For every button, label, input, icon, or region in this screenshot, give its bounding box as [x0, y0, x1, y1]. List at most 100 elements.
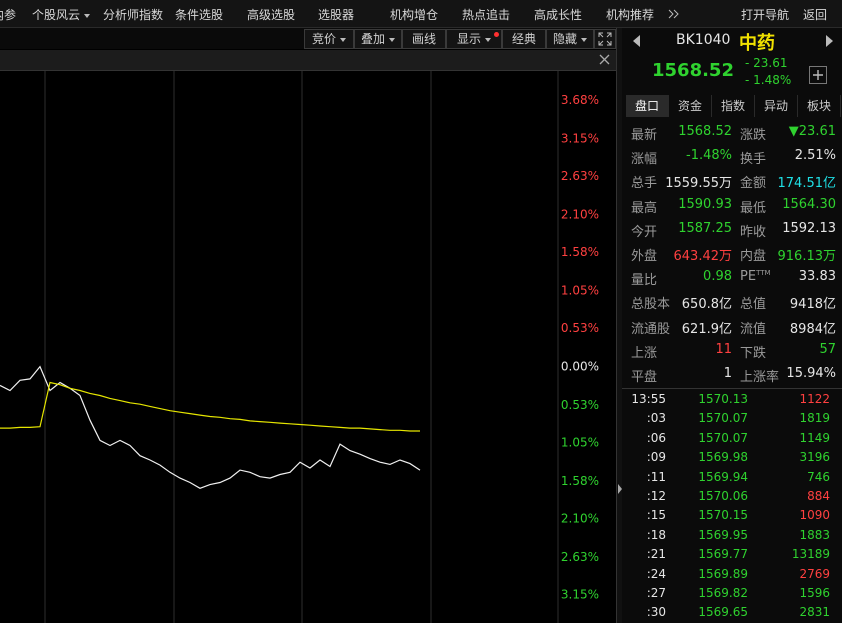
button-label: 经典	[511, 32, 536, 46]
add-button[interactable]	[809, 66, 827, 84]
stat-value: 57	[819, 341, 836, 357]
y-tick-label: 1.05%	[561, 283, 599, 297]
tick-price: 1570.15	[698, 508, 748, 523]
price-change: - 23.61	[745, 56, 788, 70]
y-tick-label: 0.53%	[561, 321, 599, 335]
tick-price: 1569.65	[698, 605, 748, 620]
menu-item[interactable]: 热点追击	[462, 8, 511, 22]
toolbar-button[interactable]: 画线	[402, 29, 446, 49]
stat-label: 流通股	[631, 321, 671, 337]
menu-item[interactable]: 选股器	[318, 8, 355, 22]
notify-dot	[494, 32, 499, 37]
tab[interactable]: 异动	[755, 95, 798, 117]
tick-volume: 884	[807, 489, 830, 503]
tick-volume: 1090	[799, 508, 830, 523]
stat-label: 外盘	[631, 249, 658, 264]
price-line	[0, 365, 421, 489]
stat-label: 今开	[631, 224, 658, 240]
toolbar-button[interactable]: 叠加	[354, 29, 402, 49]
prev-arrow[interactable]	[631, 34, 641, 48]
menu-item[interactable]: 机构推荐	[606, 8, 655, 22]
toolbar-button[interactable]: 显示	[446, 29, 502, 49]
tab[interactable]: 板块	[798, 95, 841, 117]
tick-price: 1570.07	[698, 430, 748, 445]
stat-label-sup: TTM	[756, 269, 771, 278]
stat-value: ▼23.61	[788, 124, 836, 139]
stat-value: 643.42万	[673, 249, 733, 264]
more-icon[interactable]	[668, 9, 680, 19]
stat-value: 2.51%	[794, 148, 836, 164]
tab[interactable]: 盘口	[626, 95, 669, 117]
tick-time: :12	[646, 489, 666, 503]
price-line	[0, 381, 420, 432]
stat-label: PETTM	[740, 269, 771, 285]
tick-time: :27	[646, 586, 666, 600]
chart-toolbar: 竞价 叠加 画线 显示 经典 隐藏	[0, 28, 620, 49]
stat-label: 最新	[631, 128, 658, 143]
y-tick-label: 2.63%	[561, 169, 599, 183]
tick-time: :15	[646, 508, 666, 523]
dropdown-caret	[340, 37, 346, 42]
tick-time: :03	[646, 411, 666, 426]
chart-header	[0, 50, 616, 71]
button-label: 画线	[411, 32, 436, 46]
toolbar-button[interactable]: 隐藏	[546, 29, 594, 49]
stat-label: 上涨	[631, 345, 658, 361]
toolbar-button[interactable]: 竞价	[304, 29, 354, 49]
stat-value: 1559.55万	[665, 176, 732, 192]
menu-item[interactable]: 打开导航	[741, 8, 790, 22]
tick-volume: 1819	[799, 411, 830, 426]
y-tick-label: 0.00%	[561, 360, 599, 374]
tab[interactable]: 资金	[669, 95, 712, 117]
menu-item[interactable]: 分析师指数	[103, 8, 164, 22]
stat-value: 1568.52	[678, 124, 732, 139]
tick-price: 1569.95	[698, 527, 748, 542]
tab[interactable]: 指数	[712, 95, 755, 117]
stat-label: 量比	[631, 273, 658, 289]
menu-item[interactable]: 返回	[803, 8, 828, 22]
stat-value: 0.98	[703, 269, 732, 285]
tick-volume: 2831	[799, 605, 830, 620]
menu-item[interactable]: 机构增仓	[390, 8, 439, 22]
menu-item[interactable]: 高级选股	[247, 8, 296, 22]
stat-label: 昨收	[740, 224, 767, 240]
y-tick-label: 1.58%	[561, 245, 599, 259]
stat-value: 8984亿	[789, 321, 836, 337]
button-label: 叠加	[360, 32, 385, 46]
menu-item[interactable]: 条件选股	[175, 8, 224, 22]
stat-label: 平盘	[631, 370, 658, 385]
stat-label: 流值	[740, 321, 767, 337]
stock-name: 中药	[739, 33, 775, 54]
menu-item[interactable]: 内参	[0, 8, 17, 22]
menu-item[interactable]: 个股风云	[32, 6, 91, 23]
tick-price: 1570.07	[698, 411, 748, 426]
y-tick-label: 1.05%	[561, 436, 599, 450]
y-tick-label: 2.10%	[561, 512, 599, 526]
tick-time: :11	[646, 469, 666, 484]
next-arrow[interactable]	[825, 34, 835, 48]
close-icon[interactable]	[599, 54, 610, 65]
stat-value: 11	[715, 341, 732, 357]
tick-price: 1569.77	[698, 547, 748, 562]
tick-price: 1569.94	[698, 469, 748, 484]
stat-label: 涨幅	[631, 152, 658, 168]
tick-time: :09	[646, 450, 666, 465]
tick-time: :30	[646, 605, 666, 620]
stat-label: 涨跌	[740, 128, 767, 143]
toolbar-button[interactable]: 经典	[502, 29, 546, 49]
tick-time: :18	[646, 527, 666, 542]
collapse-arrow	[618, 484, 622, 494]
menu-item[interactable]: 高成长性	[534, 8, 583, 22]
tick-price: 1569.82	[698, 586, 748, 600]
last-price: 1568.52	[652, 60, 734, 81]
tick-time: :24	[646, 566, 666, 581]
stat-value: 9418亿	[789, 297, 836, 313]
stat-value: 174.51亿	[777, 176, 837, 192]
y-tick-label: 0.53%	[561, 398, 599, 412]
y-tick-label: 2.10%	[561, 207, 599, 221]
fullscreen-button[interactable]	[594, 29, 616, 49]
y-tick-label: 1.58%	[561, 474, 599, 488]
